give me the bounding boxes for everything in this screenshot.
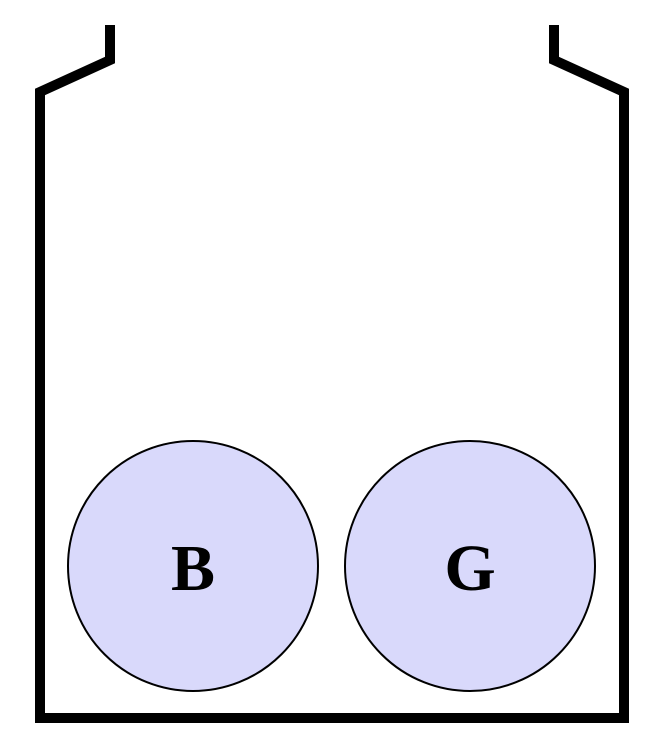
ball-g-circle <box>344 440 596 692</box>
jar-outline <box>35 25 629 723</box>
ball-b-label: B <box>171 532 215 605</box>
ball-g-label: G <box>444 532 495 605</box>
ball-g: G <box>344 440 596 692</box>
ball-b-circle <box>67 440 319 692</box>
ball-b: B <box>67 440 319 692</box>
